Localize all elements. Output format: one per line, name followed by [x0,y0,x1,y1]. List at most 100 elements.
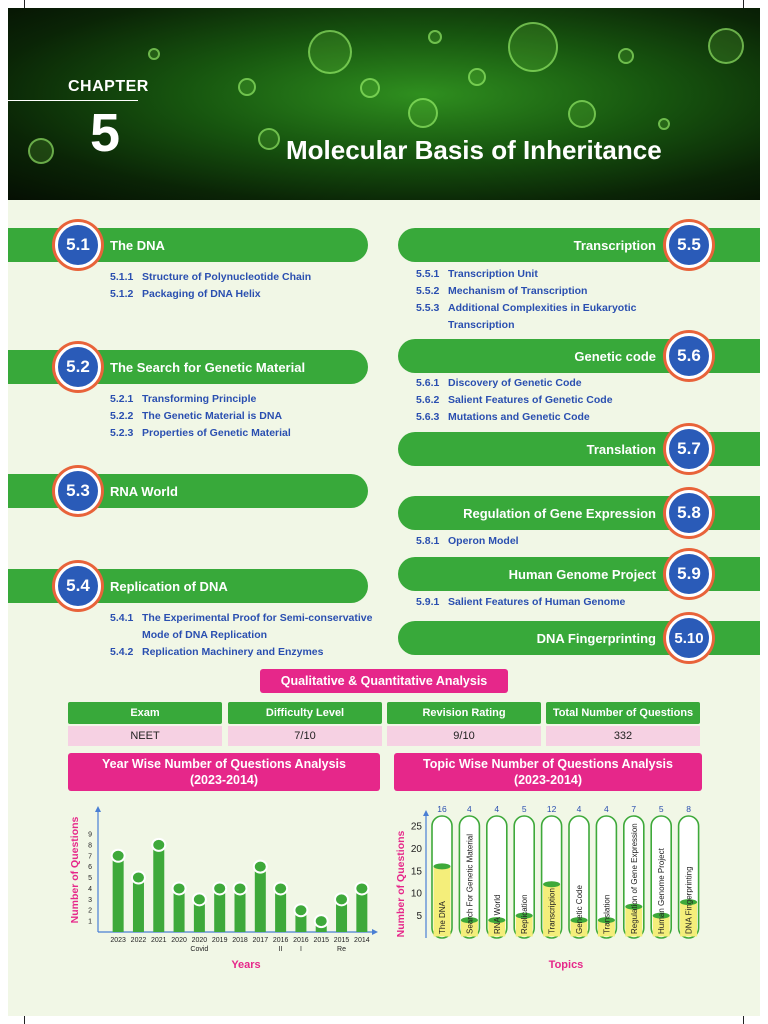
bar [543,884,561,937]
subtopic-list: 5.2.1 Transforming Principle 5.2.2 The Gen… [110,391,291,442]
bar [625,906,643,937]
x-tick-sublabel: II [279,946,283,953]
subtopic-list: 5.1.1 Structure of Polynucleotide Chain 5… [110,269,311,303]
x-tick-sublabel: Covid [190,946,208,953]
topic-tube [568,815,590,939]
x-tick-label: Genetic Code [575,885,584,934]
subtopic-item[interactable]: 5.6.1 Discovery of Genetic Code [416,377,582,389]
bar-cap [151,837,167,852]
bar [356,888,368,932]
y-tick-label: 5 [416,911,422,922]
x-tick-label: 2021 [151,937,167,944]
subtopic-list: 5.5.1 Transcription Unit 5.5.2 Mechanism o… [416,266,636,334]
subtopic-item[interactable]: 5.8.1 Operon Model [416,535,519,547]
topic-badge: 5.9 [666,551,712,597]
subtopic-item[interactable]: 5.9.1 Salient Features of Human Genome [416,596,626,608]
y-tick-label: 6 [88,864,92,871]
topic-badge: 5.10 [666,615,712,661]
x-tick-label: Human Genome Project [657,847,666,934]
bar [680,902,698,937]
subtopic-item[interactable]: 5.6.2 Salient Features of Genetic Code [416,394,613,406]
y-tick-label: 25 [411,822,423,833]
bar-cap [433,863,451,870]
subtopic-list: 5.8.1 Operon Model [416,533,519,550]
bar [153,844,165,932]
chapter-divider [8,100,138,101]
topic-badge: 5.1 [55,222,101,268]
y-tick-label: 20 [411,844,423,855]
data-label: 12 [547,804,557,814]
topic-title: Transcription [573,237,656,253]
y-axis-arrow [423,810,429,816]
topic-chart-title: Topic Wise Number of Questions Analysis … [394,753,702,791]
bar [193,899,205,932]
topic-badge: 5.4 [55,563,101,609]
topic-badge: 5.7 [666,426,712,472]
y-tick-label: 3 [88,897,92,904]
data-label: 8 [686,804,691,814]
bar-cap [488,917,506,924]
analysis-header-revision: Revision Rating [387,702,541,724]
topic-title: Regulation of Gene Expression [463,505,656,521]
y-axis-label: Number of Questions [69,816,81,923]
subtopic-item[interactable]: 5.2.2 The Genetic Material is DNA [110,410,283,422]
bar [433,866,451,937]
topic-wise-chart: 5 10 15 20 25 16 The DNA 4 Search For Genetic Ma… [395,804,700,971]
subtopic-item[interactable]: 5.2.1 Transforming Principle [110,393,257,405]
x-tick-label: 2020 [192,937,208,944]
analysis-header-exam: Exam [68,702,222,724]
subtopic-item[interactable]: 5.6.3 Mutations and Genetic Code [416,411,590,423]
topic-title: The Search for Genetic Material [110,359,306,375]
bar-cap [570,917,588,924]
data-label: 4 [494,804,499,814]
topic-tube [486,815,508,939]
x-axis-arrow [372,929,378,935]
y-tick-label: 15 [411,866,423,877]
y-tick-label: 7 [88,853,92,860]
bar-cap [515,912,533,919]
y-axis-label: Number of Questions [395,830,407,937]
subtopic-item[interactable]: 5.4.1 The Experimental Proof for Semi-con… [110,612,373,624]
subtopic-item[interactable]: 5.1.2 Packaging of DNA Helix [110,288,261,300]
bar-cap [625,903,643,910]
topic-badge: 5.6 [666,333,712,379]
bar [460,920,478,937]
y-tick-label: 9 [88,832,92,839]
bar-cap [354,881,370,896]
subtopic-list: 5.6.1 Discovery of Genetic Code 5.6.2 Sali… [416,375,613,426]
analysis-value-difficulty: 7/10 [228,726,382,746]
subtopic-list: 5.4.1 The Experimental Proof for Semi-con… [110,610,373,661]
bar-cap [313,914,329,929]
analysis-value-revision: 9/10 [387,726,541,746]
bar-cap [597,917,615,924]
y-tick-label: 5 [88,875,92,882]
bar-cap [273,881,289,896]
subtopic-item[interactable]: 5.1.1 Structure of Polynucleotide Chain [110,271,312,283]
chapter-label: CHAPTER [68,78,149,95]
x-axis-label: Topics [549,959,584,971]
bar [515,915,533,937]
bar-cap [652,912,670,919]
subtopic-item[interactable]: 5.4.2 Replication Machinery and Enzymes [110,646,324,658]
bar-cap [293,903,309,918]
subtopic-item[interactable]: 5.5.2 Mechanism of Transcription [416,285,588,297]
y-tick-label: 8 [88,842,92,849]
data-label: 4 [577,804,582,814]
analysis-header-total: Total Number of Questions [546,702,700,724]
analysis-value-exam: NEET [68,726,222,746]
bar [570,920,588,937]
bar [254,866,266,932]
subtopic-item[interactable]: 5.5.1 Transcription Unit [416,268,538,280]
bar-cap [680,899,698,906]
topic-title: Translation [586,441,656,457]
topic-tube [513,815,535,939]
chapter-header: CHAPTER 5 Molecular Basis of Inheritance [8,8,760,200]
analysis-value-total: 332 [546,726,700,746]
x-tick-label: 2018 [232,937,248,944]
subtopic-item[interactable]: 5.5.3 Additional Complexities in Eukaryot… [416,302,637,314]
topic-tube [595,815,618,939]
topic-tube [458,815,481,939]
bar [275,888,287,932]
subtopic-item[interactable]: 5.2.3 Properties of Genetic Material [110,427,291,439]
